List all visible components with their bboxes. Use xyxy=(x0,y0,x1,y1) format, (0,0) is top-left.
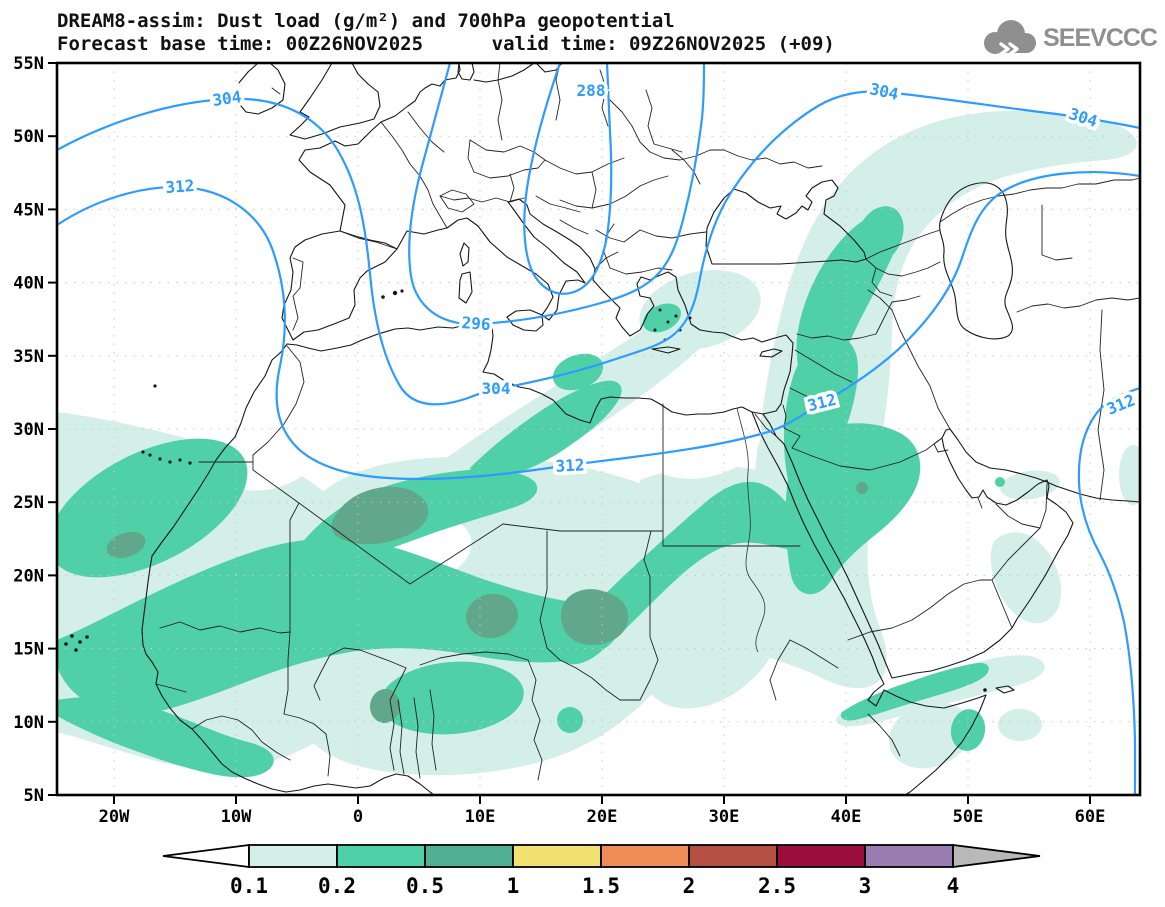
logo-wordmark: SEEVCCC xyxy=(1043,23,1158,52)
colorbar-tick-label: 0.1 xyxy=(230,874,268,898)
contour-312-main xyxy=(57,171,1140,481)
geopotential-contours xyxy=(57,63,1140,795)
contour-296-trough xyxy=(408,63,706,326)
forecast-times-subtitle: Forecast base time: 00Z26NOV2025 valid t… xyxy=(57,33,835,55)
lat-tick-label: 30N xyxy=(13,420,44,440)
contour-304-main xyxy=(57,90,1140,406)
lat-tick-label: 25N xyxy=(13,493,44,513)
colorbar-tick-label: 0.2 xyxy=(318,874,356,898)
lon-tick-label: 10E xyxy=(465,807,496,827)
lat-tick-label: 45N xyxy=(13,200,44,220)
lat-tick-label: 20N xyxy=(13,566,44,586)
lon-tick-label: 10W xyxy=(221,807,252,827)
axis-tick-labels: 55N 50N 45N 40N 35N 30N 25N 20N 15N 10N 5N 20W 10W 0 1… xyxy=(13,54,1105,827)
contour-value-label: 304 xyxy=(482,379,511,398)
colorbar-tick-label: 0.5 xyxy=(406,874,444,898)
contour-value-label: 288 xyxy=(577,81,606,100)
colorbar-segment xyxy=(688,844,778,868)
colorbar-segment xyxy=(248,844,338,868)
lat-tick-label: 55N xyxy=(13,54,44,74)
colorbar-tick-label: 1.5 xyxy=(582,874,620,898)
colorbar-tick-label: 4 xyxy=(947,874,960,898)
lat-tick-label: 35N xyxy=(13,347,44,367)
small-islands xyxy=(64,289,987,692)
lon-tick-label: 20W xyxy=(99,807,130,827)
lon-tick-label: 0 xyxy=(353,807,363,827)
lat-tick-label: 15N xyxy=(13,640,44,660)
cloud-icon xyxy=(984,20,1037,56)
colorbar-segment xyxy=(776,844,866,868)
colorbar-tick-label: 2.5 xyxy=(758,874,796,898)
colorbar-segment xyxy=(512,844,602,868)
colorbar-segment xyxy=(864,844,954,868)
lat-tick-label: 50N xyxy=(13,127,44,147)
graticule-grid xyxy=(57,63,1140,795)
colorbar-tick-label: 2 xyxy=(683,874,696,898)
contour-value-label: 304 xyxy=(868,79,900,104)
coastlines xyxy=(64,63,1140,795)
lon-tick-label: 50E xyxy=(953,807,984,827)
contour-value-label: 304 xyxy=(211,87,242,110)
colorbar-tick-label: 3 xyxy=(859,874,872,898)
lat-tick-label: 5N xyxy=(24,786,44,806)
contour-value-label: 312 xyxy=(1104,390,1138,418)
lat-tick-label: 40N xyxy=(13,274,44,294)
lon-tick-label: 60E xyxy=(1075,807,1106,827)
contour-value-label: 312 xyxy=(165,176,195,197)
page-title: DREAM8-assim: Dust load (g/m²) and 700hP… xyxy=(57,10,675,32)
colorbar-over-arrow xyxy=(952,843,1041,869)
colorbar-segment xyxy=(336,844,426,868)
contour-312-east xyxy=(1077,386,1140,795)
nile-river xyxy=(736,407,766,653)
lon-tick-label: 20E xyxy=(587,807,618,827)
colorbar-segment xyxy=(424,844,514,868)
contour-value-label: 296 xyxy=(461,313,491,334)
lat-tick-label: 10N xyxy=(13,713,44,733)
axis-ticks xyxy=(48,62,1091,804)
colorbar-segment xyxy=(600,844,690,868)
contour-288-trough xyxy=(523,63,613,295)
lon-tick-label: 40E xyxy=(831,807,862,827)
colorbar-under-arrow xyxy=(162,843,250,869)
lon-tick-label: 30E xyxy=(709,807,740,827)
colorbar-tick-label: 1 xyxy=(507,874,520,898)
seevccc-logo: SEEVCCC xyxy=(977,16,1158,60)
dust-load-colorbar: 0.1 0.2 0.5 1 1.5 2 2.5 3 4 xyxy=(162,843,1041,898)
contour-value-label: 312 xyxy=(555,455,585,475)
